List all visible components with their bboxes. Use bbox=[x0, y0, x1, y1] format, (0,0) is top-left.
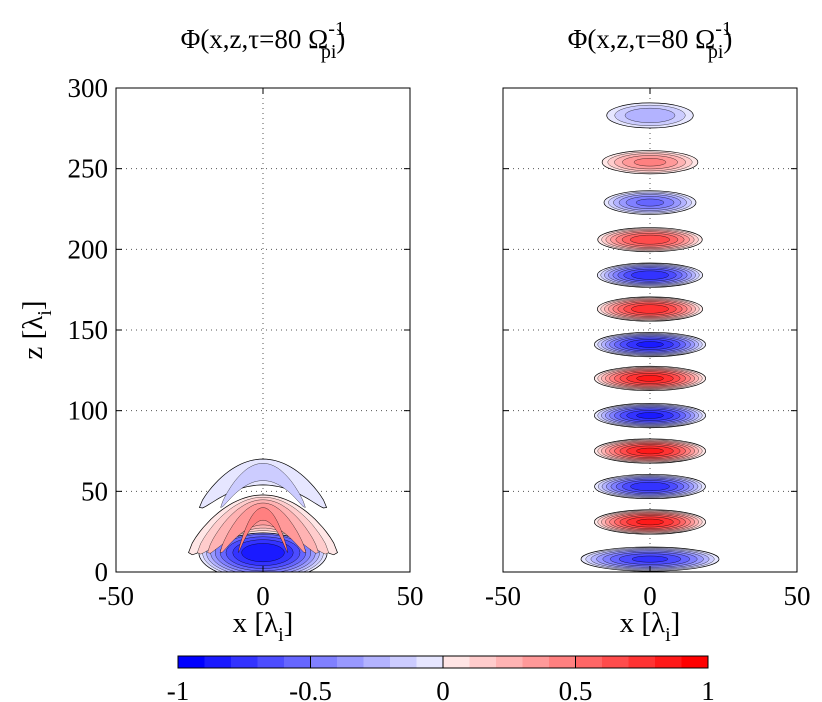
left-y-axis-label: z [λi] bbox=[17, 300, 56, 359]
left-grid bbox=[116, 88, 410, 572]
colorbar-segment bbox=[496, 656, 523, 668]
contour-lobe bbox=[594, 365, 706, 391]
right-x-axis-label: x [λi] bbox=[620, 607, 681, 646]
colorbar-tick-label: -1 bbox=[167, 676, 190, 702]
contour-lobe bbox=[601, 150, 699, 175]
colorbar-segment bbox=[310, 656, 338, 668]
contour-lobe bbox=[580, 546, 720, 572]
contour-level bbox=[636, 412, 664, 419]
contour-level bbox=[636, 518, 664, 526]
contour-lobe bbox=[594, 509, 706, 535]
colorbar-segment bbox=[602, 656, 629, 668]
colorbar-segment bbox=[443, 656, 470, 668]
colorbar-segment bbox=[390, 656, 417, 668]
right-panel-title: Φ(x,z,τ=80 Ω-1 pi) bbox=[568, 18, 733, 63]
contour-level bbox=[636, 341, 664, 348]
x-tick-label: 50 bbox=[397, 581, 424, 611]
contour-level bbox=[630, 234, 670, 245]
y-tick-label: 200 bbox=[68, 234, 109, 264]
contour-lobe bbox=[594, 473, 706, 500]
x-tick-label: 0 bbox=[643, 581, 657, 611]
contour-level bbox=[636, 375, 664, 382]
y-tick-label: 0 bbox=[95, 557, 109, 587]
colorbar-tick-label: 1 bbox=[701, 676, 715, 702]
contour-level bbox=[630, 482, 670, 491]
contour-level bbox=[635, 198, 665, 207]
contour-level bbox=[631, 555, 669, 563]
x-tick-label: -50 bbox=[485, 581, 521, 611]
colorbar-segment bbox=[469, 656, 497, 668]
colorbar-segment bbox=[204, 656, 232, 668]
y-tick-label: 300 bbox=[68, 73, 109, 103]
y-tick-label: 50 bbox=[81, 476, 108, 506]
contour-level bbox=[633, 158, 667, 167]
contour-lobe bbox=[603, 190, 697, 215]
colorbar-segment bbox=[257, 656, 285, 668]
colorbar-segment bbox=[231, 656, 258, 668]
right-contours bbox=[580, 102, 720, 572]
x-tick-label: 50 bbox=[784, 581, 811, 611]
contour-lobe bbox=[188, 494, 338, 556]
contour-level bbox=[220, 463, 306, 508]
colorbar-segment bbox=[178, 656, 205, 668]
contour-lobe bbox=[606, 102, 694, 129]
left-x-axis-label: x [λi] bbox=[233, 607, 294, 646]
contour-level bbox=[636, 447, 664, 455]
colorbar-segment bbox=[337, 656, 364, 668]
colorbar: -1 -0.5 0 0.5 1 bbox=[167, 655, 715, 702]
colorbar-segment bbox=[628, 656, 656, 668]
contour-lobe bbox=[198, 458, 328, 509]
y-tick-label: 250 bbox=[68, 154, 109, 184]
contour-level bbox=[624, 107, 676, 123]
x-tick-label: 0 bbox=[256, 581, 270, 611]
colorbar-segment bbox=[416, 656, 444, 668]
contour-level bbox=[238, 507, 288, 553]
colorbar-segment bbox=[681, 656, 709, 668]
colorbar-segment bbox=[655, 656, 682, 668]
right-ticks: -50 0 50 bbox=[485, 87, 811, 611]
contour-lobe bbox=[594, 438, 706, 464]
colorbar-segment bbox=[284, 656, 311, 668]
colorbar-tick-label: -0.5 bbox=[289, 676, 332, 702]
contour-level bbox=[241, 543, 285, 562]
x-tick-label: -50 bbox=[98, 581, 134, 611]
y-tick-label: 150 bbox=[68, 315, 109, 345]
colorbar-segment bbox=[549, 656, 576, 668]
colorbar-segment bbox=[363, 656, 391, 668]
contour-lobe bbox=[594, 331, 706, 358]
left-panel: Φ(x,z,τ=80 Ω-1 pi) -50 0 500501001502002503… bbox=[17, 18, 424, 646]
colorbar-segment bbox=[575, 656, 603, 668]
contour-level bbox=[631, 270, 669, 280]
right-panel: Φ(x,z,τ=80 Ω-1 pi) -50 0 50 x [λi] bbox=[485, 18, 811, 646]
contour-level bbox=[631, 304, 669, 314]
colorbar-tick-label: 0 bbox=[436, 676, 450, 702]
contour-lobe bbox=[596, 262, 704, 288]
colorbar-tick-label: 0.5 bbox=[559, 676, 593, 702]
colorbar-segment bbox=[522, 656, 550, 668]
contour-lobe bbox=[596, 296, 704, 322]
contour-lobe bbox=[594, 402, 706, 429]
y-tick-label: 100 bbox=[68, 396, 109, 426]
contour-lobe bbox=[597, 227, 703, 253]
left-panel-title: Φ(x,z,τ=80 Ω-1 pi) bbox=[181, 18, 346, 63]
left-contours bbox=[188, 458, 338, 572]
